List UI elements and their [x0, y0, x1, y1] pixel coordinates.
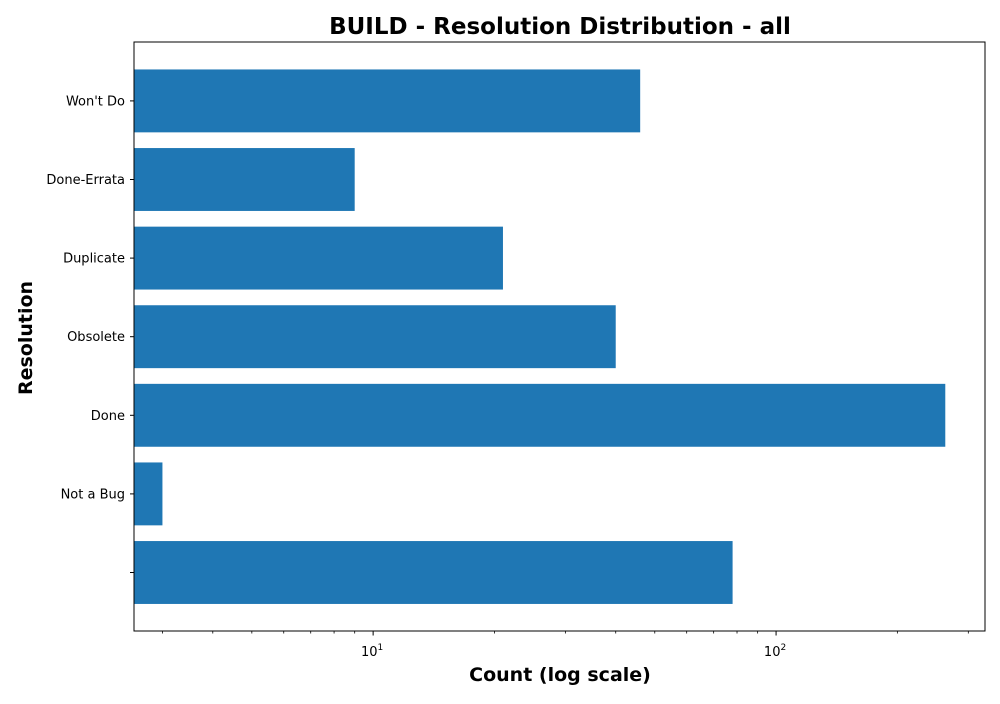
chart-title: BUILD - Resolution Distribution - all — [329, 14, 791, 40]
y-tick-label: Duplicate — [63, 252, 125, 267]
y-axis-ticks: Not a Bug Done Obsolete Duplicate Done-Errat… — [46, 94, 134, 573]
y-tick-label: Done — [91, 409, 125, 424]
bar — [134, 69, 641, 133]
bar — [134, 462, 163, 526]
bar — [134, 383, 946, 447]
bar — [134, 148, 355, 211]
plot-frame — [133, 41, 986, 632]
y-tick-label: Won't Do — [66, 94, 125, 109]
bar — [134, 226, 503, 290]
x-tick-label: 102 — [764, 643, 786, 660]
x-axis-label: Count (log scale) — [469, 664, 651, 686]
bar — [134, 305, 616, 369]
y-tick-label: Obsolete — [67, 330, 125, 345]
x-axis-ticks: 101 102 — [162, 631, 969, 660]
y-tick-label: Done-Errata — [46, 173, 125, 188]
bars-group — [134, 69, 946, 604]
bar — [134, 541, 733, 604]
y-axis-label: Resolution — [15, 281, 37, 395]
x-tick-label: 101 — [361, 643, 383, 660]
y-tick-label: Not a Bug — [61, 487, 125, 502]
